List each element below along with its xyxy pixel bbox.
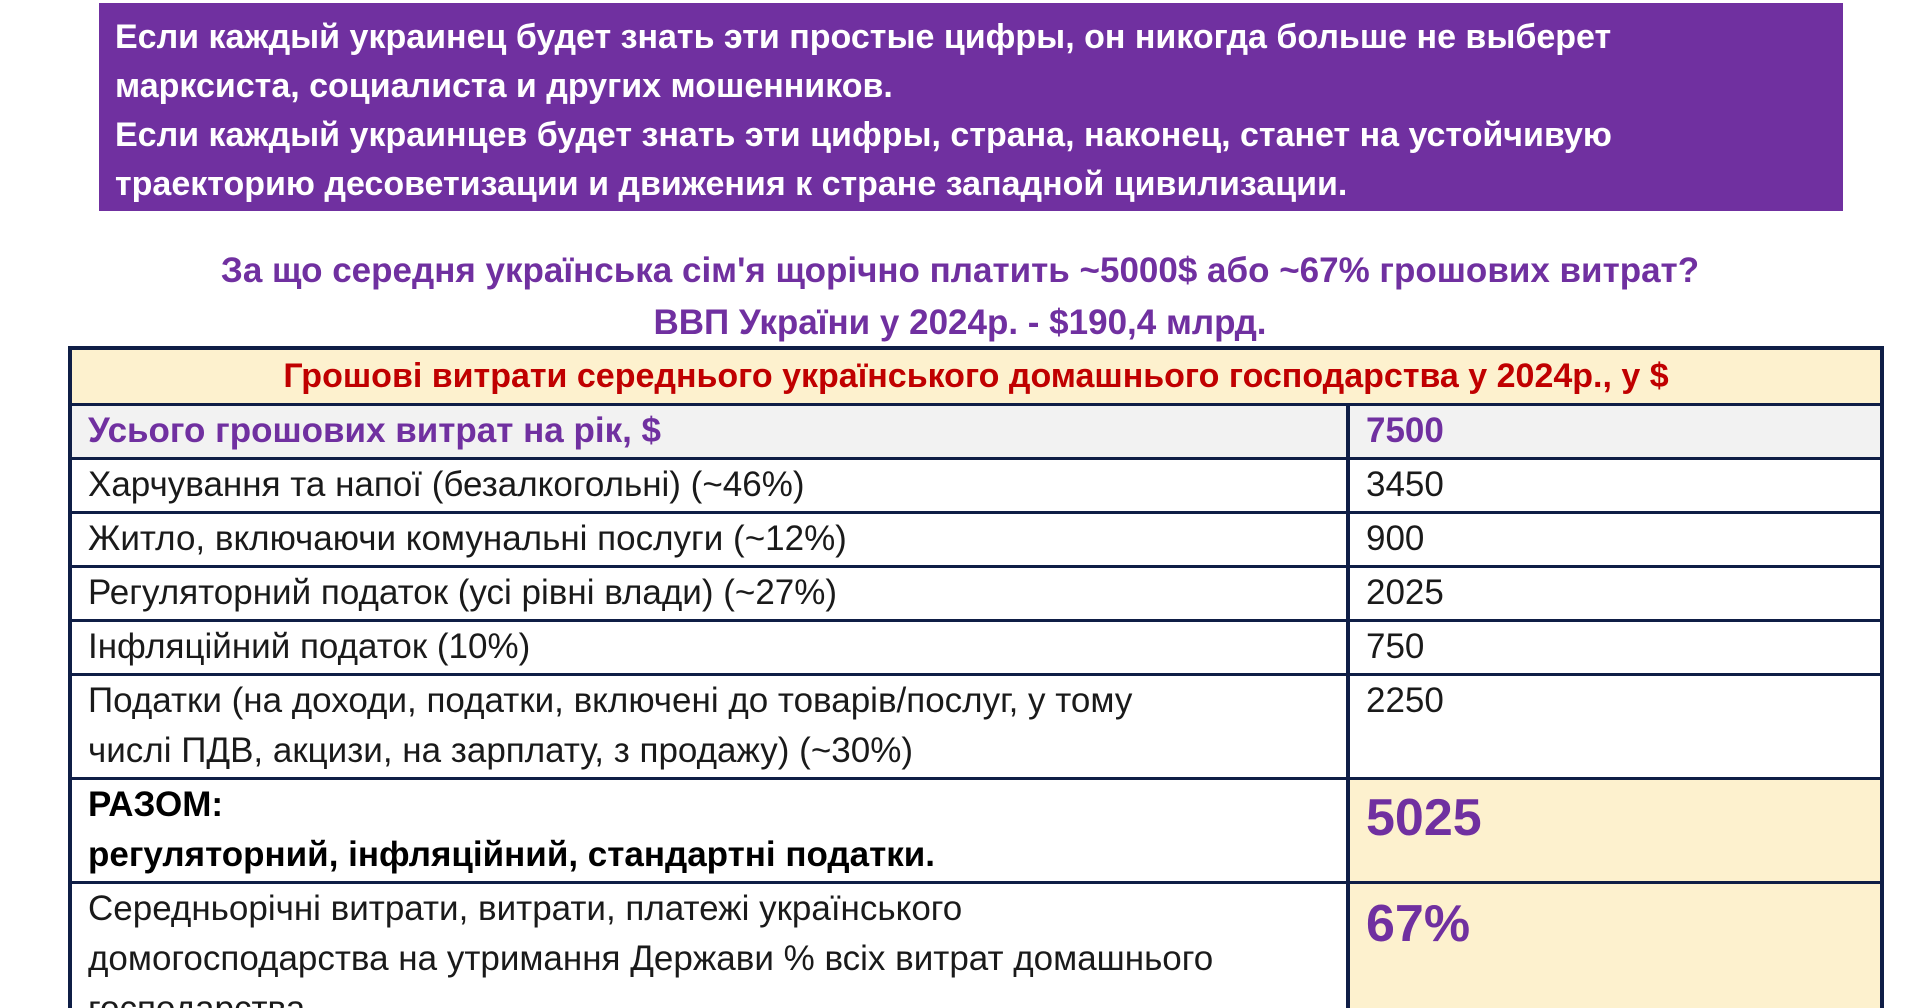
row-value: 2025 bbox=[1366, 573, 1444, 612]
subtitle-gdp: ВВП України у 2024р. - $190,4 млрд. bbox=[653, 303, 1267, 342]
cell-label: Усього грошових витрат на рік, $ bbox=[72, 406, 1350, 457]
intro-line-3: Если каждый украинцев будет знать эти ци… bbox=[115, 116, 1612, 154]
row-label: Житло, включаючи комунальні послуги (~12… bbox=[88, 519, 847, 558]
cell-value: 3450 bbox=[1350, 460, 1880, 511]
row-label: Інфляційний податок (10%) bbox=[88, 627, 531, 666]
total-value: 7500 bbox=[1366, 411, 1444, 450]
table-row-sum: РАЗОМ: регуляторний, інфляційний, станда… bbox=[72, 780, 1880, 884]
intro-line-2: марксиста, социалиста и других мошеннико… bbox=[115, 67, 893, 105]
subtitle-question: За що середня українська сім'я щорічно п… bbox=[220, 251, 1700, 290]
cell-value: 2250 bbox=[1350, 676, 1880, 777]
sum-label-line-2: регуляторний, інфляційний, стандартні по… bbox=[88, 835, 935, 874]
row-value: 2250 bbox=[1366, 681, 1444, 720]
row-value: 3450 bbox=[1366, 465, 1444, 504]
intro-banner: Если каждый украинец будет знать эти про… bbox=[99, 3, 1843, 211]
total-label: Усього грошових витрат на рік, $ bbox=[88, 411, 662, 450]
cell-label: Житло, включаючи комунальні послуги (~12… bbox=[72, 514, 1350, 565]
cell-label: Регуляторний податок (усі рівні влади) (… bbox=[72, 568, 1350, 619]
cell-label: Інфляційний податок (10%) bbox=[72, 622, 1350, 673]
cell-value: 7500 bbox=[1350, 406, 1880, 457]
row-label: Харчування та напої (безалкогольні) (~46… bbox=[88, 465, 805, 504]
cell-value: 750 bbox=[1350, 622, 1880, 673]
cell-label: Середньорічні витрати, витрати, платежі … bbox=[72, 884, 1350, 1008]
share-value: 67% bbox=[1366, 895, 1471, 953]
sum-label-line-1: РАЗОМ: bbox=[88, 785, 224, 824]
table-row: Регуляторний податок (усі рівні влади) (… bbox=[72, 568, 1880, 622]
table-row: Житло, включаючи комунальні послуги (~12… bbox=[72, 514, 1880, 568]
expenses-table: Грошові витрати середнього українського … bbox=[68, 346, 1884, 1008]
sum-value: 5025 bbox=[1366, 789, 1482, 847]
cell-value: 2025 bbox=[1350, 568, 1880, 619]
row-label: Регуляторний податок (усі рівні влади) (… bbox=[88, 573, 838, 612]
table-row-total: Усього грошових витрат на рік, $ 7500 bbox=[72, 406, 1880, 460]
share-label-line-2: домогосподарства на утримання Держави % … bbox=[88, 939, 1214, 978]
row-label-line-2: числі ПДВ, акцизи, на зарплату, з продаж… bbox=[88, 731, 913, 770]
table-row-share: Середньорічні витрати, витрати, платежі … bbox=[72, 884, 1880, 1008]
cell-label: Харчування та напої (безалкогольні) (~46… bbox=[72, 460, 1350, 511]
cell-value: 5025 bbox=[1350, 780, 1880, 881]
cell-label: Податки (на доходи, податки, включені до… bbox=[72, 676, 1350, 777]
cell-label: РАЗОМ: регуляторний, інфляційний, станда… bbox=[72, 780, 1350, 881]
cell-value: 67% bbox=[1350, 884, 1880, 1008]
intro-line-1: Если каждый украинец будет знать эти про… bbox=[115, 18, 1612, 56]
cell-value: 900 bbox=[1350, 514, 1880, 565]
share-label-line-3: господарства bbox=[88, 984, 1346, 1008]
table-row: Харчування та напої (безалкогольні) (~46… bbox=[72, 460, 1880, 514]
table-title: Грошові витрати середнього українського … bbox=[72, 350, 1880, 406]
table-row: Податки (на доходи, податки, включені до… bbox=[72, 676, 1880, 780]
share-label-line-1: Середньорічні витрати, витрати, платежі … bbox=[88, 889, 963, 928]
intro-line-4: траекторию десоветизации и движения к ст… bbox=[115, 165, 1348, 203]
row-label-line-1: Податки (на доходи, податки, включені до… bbox=[88, 681, 1133, 720]
table-row: Інфляційний податок (10%) 750 bbox=[72, 622, 1880, 676]
row-value: 750 bbox=[1366, 627, 1425, 666]
row-value: 900 bbox=[1366, 519, 1425, 558]
